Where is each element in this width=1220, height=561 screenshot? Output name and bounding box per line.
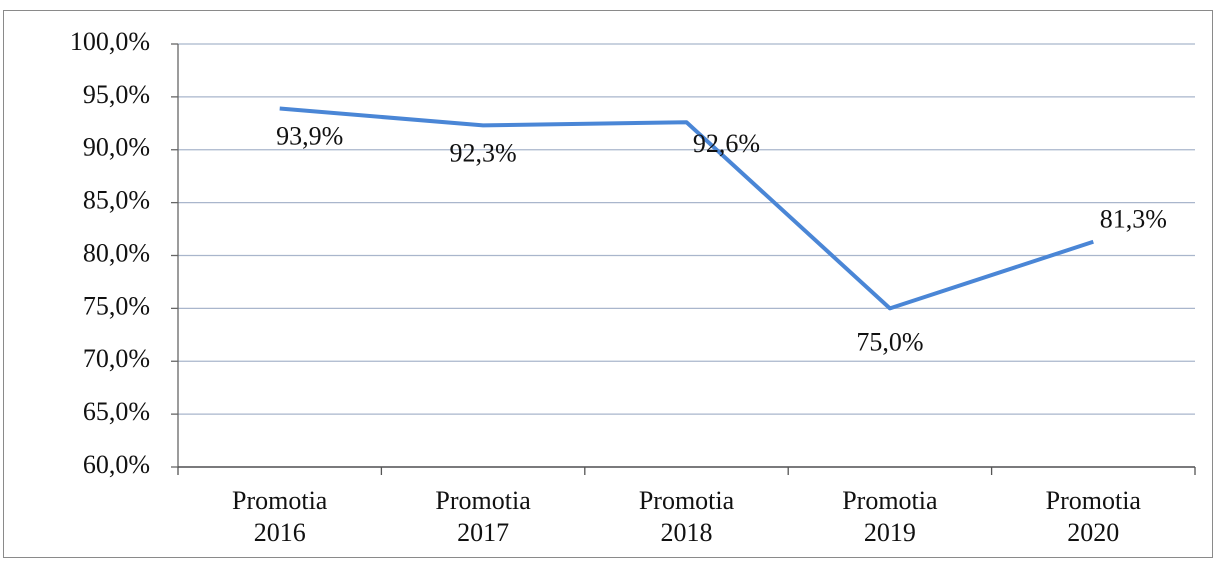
y-tick-label: 65,0% xyxy=(83,397,150,426)
x-tick-label: Promotia 2019 xyxy=(842,486,938,547)
y-tick-label: 95,0% xyxy=(83,80,150,109)
chart-frame xyxy=(3,10,1213,558)
data-label: 75,0% xyxy=(856,327,923,356)
y-tick-label: 75,0% xyxy=(83,291,150,320)
y-tick-label: 100,0% xyxy=(70,27,150,56)
y-tick-label: 80,0% xyxy=(83,238,150,267)
data-label: 81,3% xyxy=(1100,205,1167,234)
x-tick-label: Promotia 2020 xyxy=(1045,486,1141,547)
y-tick-label: 60,0% xyxy=(83,450,150,479)
data-label: 92,6% xyxy=(693,129,760,158)
x-tick-label: Promotia 2016 xyxy=(232,486,328,547)
data-label: 92,3% xyxy=(450,138,517,167)
y-tick-label: 70,0% xyxy=(83,344,150,373)
data-line xyxy=(279,106,1094,311)
y-tick-label: 85,0% xyxy=(83,186,150,215)
x-tick-label: Promotia 2018 xyxy=(638,486,735,547)
data-label: 93,9% xyxy=(276,121,343,150)
y-tick-label: 90,0% xyxy=(83,133,150,162)
x-tick-label: Promotia 2017 xyxy=(435,486,531,547)
